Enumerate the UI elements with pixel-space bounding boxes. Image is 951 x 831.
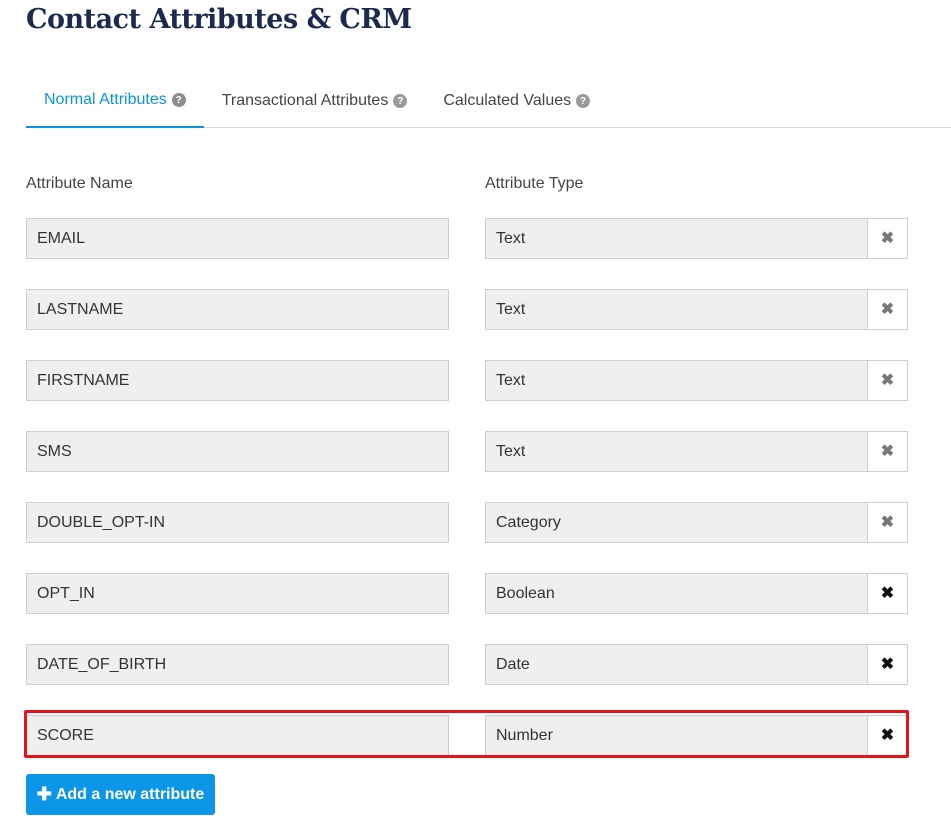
- times-icon: ✖: [880, 726, 895, 744]
- delete-attribute-button[interactable]: ✖: [867, 644, 908, 685]
- times-icon: ✖: [880, 229, 895, 247]
- times-icon: ✖: [880, 442, 895, 460]
- times-icon: ✖: [880, 584, 895, 602]
- attribute-name-header: Attribute Name: [26, 175, 133, 192]
- attribute-row: Number ✖: [26, 715, 908, 756]
- attribute-row: Category ✖: [26, 502, 908, 543]
- attribute-type-header: Attribute Type: [485, 175, 584, 192]
- question-circle-icon[interactable]: ?: [393, 94, 408, 108]
- attribute-type-field: Text: [485, 360, 868, 401]
- question-circle-icon[interactable]: ?: [576, 94, 591, 108]
- attribute-tabs: Normal Attributes ? Transactional Attrib…: [26, 74, 951, 128]
- page-title: Contact Attributes & CRM: [26, 4, 412, 35]
- tab-label: Calculated Values: [443, 92, 572, 109]
- attribute-type-field: Text: [485, 289, 868, 330]
- delete-attribute-button[interactable]: ✖: [867, 360, 908, 401]
- add-attribute-button[interactable]: ✚ Add a new attribute: [26, 774, 215, 815]
- times-icon: ✖: [880, 371, 895, 389]
- attribute-name-input[interactable]: [26, 431, 449, 472]
- delete-attribute-button[interactable]: ✖: [867, 289, 908, 330]
- delete-attribute-button[interactable]: ✖: [867, 218, 908, 259]
- attribute-row: Boolean ✖: [26, 573, 908, 614]
- attribute-row: Text ✖: [26, 360, 908, 401]
- delete-attribute-button[interactable]: ✖: [867, 502, 908, 543]
- attribute-name-input[interactable]: [26, 715, 449, 756]
- attribute-row: Text ✖: [26, 431, 908, 472]
- question-circle-icon[interactable]: ?: [171, 93, 186, 107]
- attribute-name-input[interactable]: [26, 218, 449, 259]
- attribute-row: Date ✖: [26, 644, 908, 685]
- attribute-name-input[interactable]: [26, 502, 449, 543]
- attribute-name-input[interactable]: [26, 644, 449, 685]
- attribute-name-input[interactable]: [26, 360, 449, 401]
- tab-normal-attributes[interactable]: Normal Attributes ?: [26, 74, 204, 128]
- tab-calculated-values[interactable]: Calculated Values ?: [425, 74, 608, 128]
- delete-attribute-button[interactable]: ✖: [867, 573, 908, 614]
- tab-transactional-attributes[interactable]: Transactional Attributes ?: [204, 74, 426, 128]
- plus-icon: ✚: [36, 784, 52, 804]
- times-icon: ✖: [880, 300, 895, 318]
- attribute-row: Text ✖: [26, 289, 908, 330]
- delete-attribute-button[interactable]: ✖: [867, 431, 908, 472]
- attribute-row: Text ✖: [26, 218, 908, 259]
- times-icon: ✖: [880, 513, 895, 531]
- add-attribute-label: Add a new attribute: [55, 785, 205, 803]
- tab-label: Transactional Attributes: [221, 92, 389, 109]
- attribute-name-input[interactable]: [26, 289, 449, 330]
- attribute-type-field: Category: [485, 502, 868, 543]
- tab-label: Normal Attributes: [44, 91, 167, 108]
- attribute-type-field: Date: [485, 644, 868, 685]
- delete-attribute-button[interactable]: ✖: [867, 715, 908, 756]
- attribute-name-input[interactable]: [26, 573, 449, 614]
- attribute-type-field: Text: [485, 218, 868, 259]
- attribute-type-field: Boolean: [485, 573, 868, 614]
- times-icon: ✖: [880, 655, 895, 673]
- attribute-type-field: Text: [485, 431, 868, 472]
- attribute-type-field: Number: [485, 715, 868, 756]
